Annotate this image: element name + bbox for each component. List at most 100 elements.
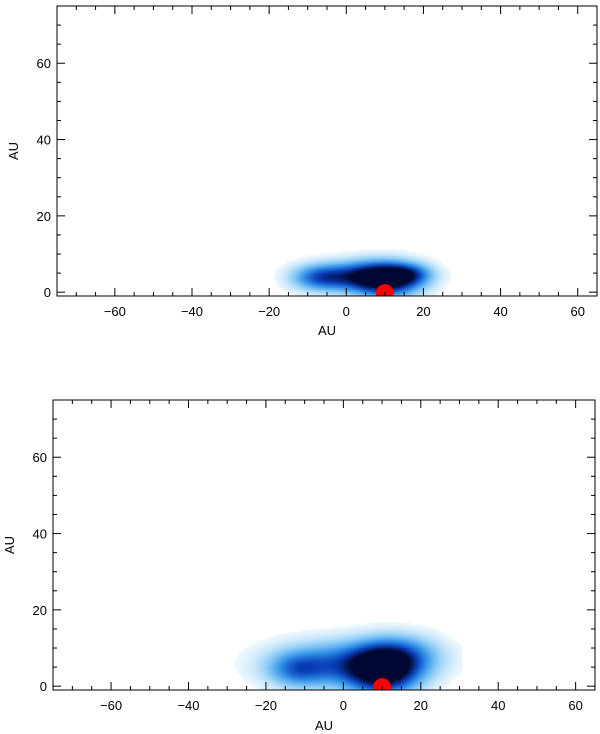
heatmap-cell: [302, 655, 306, 658]
heatmap-cell: [375, 282, 378, 285]
heatmap-cell: [314, 666, 317, 670]
heatmap-cell: [333, 662, 337, 666]
heatmap-cell: [425, 264, 428, 268]
heatmap-cell: [420, 641, 424, 645]
heatmap-cell: [308, 666, 312, 670]
heatmap-cell: [349, 674, 352, 677]
heatmap-cell: [269, 651, 273, 654]
heatmap-cell: [347, 645, 350, 649]
heatmap-cell: [318, 639, 321, 643]
heatmap-cell: [355, 274, 359, 277]
heatmap-cell: [258, 647, 261, 650]
heatmap-cell: [375, 270, 378, 274]
heatmap-cell: [334, 293, 338, 296]
heatmap-cell: [375, 257, 378, 260]
heatmap-cell: [347, 683, 350, 687]
heatmap-cell: [260, 670, 263, 673]
heatmap-cell: [394, 266, 398, 270]
heatmap-cell: [254, 649, 257, 652]
heatmap-cell: [406, 287, 409, 291]
heatmap-cell: [362, 685, 366, 689]
heatmap-cell: [302, 639, 306, 643]
heatmap-cell: [399, 685, 403, 689]
heatmap-cell: [382, 257, 386, 260]
heatmap-cell: [387, 662, 391, 666]
heatmap-cell: [244, 649, 248, 652]
heatmap-cell: [398, 262, 401, 266]
heatmap-cell: [236, 664, 240, 668]
heatmap-cell: [357, 249, 361, 253]
heatmap-cell: [429, 280, 432, 283]
heatmap-cell: [271, 662, 275, 666]
heatmap-cell: [372, 626, 375, 629]
heatmap-cell: [327, 685, 331, 689]
heatmap-cell: [394, 259, 398, 262]
heatmap-cell: [427, 266, 430, 270]
heatmap-cell: [311, 291, 315, 295]
heatmap-cell: [411, 280, 415, 283]
heatmap-cell: [329, 658, 333, 662]
heatmap-cell: [414, 649, 418, 652]
heatmap-cell: [442, 280, 446, 283]
heatmap-cell: [285, 683, 288, 687]
heatmap-cell: [397, 664, 401, 668]
heatmap-cell: [341, 687, 344, 690]
heatmap-cell: [344, 293, 347, 296]
heatmap-cell: [291, 674, 294, 677]
heatmap-cell: [406, 253, 409, 256]
heatmap-cell: [324, 647, 327, 650]
heatmap-cell: [390, 272, 394, 276]
heatmap-cell: [363, 249, 367, 253]
heatmap-cell: [275, 674, 279, 677]
heatmap-cell: [275, 655, 279, 658]
heatmap-cell: [305, 280, 309, 283]
heatmap-cell: [364, 651, 368, 654]
heatmap-cell: [316, 656, 319, 660]
heatmap-cell: [296, 681, 300, 685]
heatmap-cell: [406, 257, 409, 260]
heatmap-cell: [405, 679, 408, 683]
heatmap-cell: [341, 653, 344, 656]
heatmap-cell: [311, 283, 315, 287]
heatmap-cell: [338, 257, 342, 260]
heatmap-cell: [395, 622, 399, 626]
heatmap-cell: [431, 285, 434, 289]
heatmap-cell: [369, 285, 372, 289]
heatmap-cell: [321, 259, 324, 262]
heatmap-cell: [379, 272, 382, 276]
heatmap-cell: [353, 660, 356, 664]
heatmap-cell: [377, 257, 380, 260]
heatmap-cell: [293, 649, 296, 652]
heatmap-cell: [277, 658, 281, 662]
heatmap-cell: [401, 664, 404, 668]
heatmap-cell: [260, 641, 263, 645]
heatmap-cell: [349, 641, 352, 645]
heatmap-cell: [298, 681, 302, 685]
heatmap-cell: [360, 668, 364, 671]
heatmap-cell: [288, 283, 291, 287]
heatmap-cell: [387, 632, 391, 635]
heatmap-cell: [353, 683, 356, 687]
heatmap-cell: [333, 630, 337, 633]
heatmap-cell: [271, 637, 275, 641]
heatmap-cell: [380, 655, 383, 658]
heatmap-cell: [421, 261, 425, 264]
heatmap-cell: [305, 287, 309, 291]
heatmap-cell: [433, 259, 436, 262]
heatmap-cell: [298, 641, 302, 645]
heatmap-cell: [267, 658, 271, 662]
heatmap-cell: [361, 251, 365, 255]
heatmap-cell: [442, 272, 446, 276]
heatmap-cell: [378, 660, 381, 664]
heatmap-cell: [424, 643, 428, 647]
heatmap-cell: [304, 651, 308, 654]
heatmap-cell: [376, 677, 379, 681]
heatmap-cell: [265, 687, 269, 690]
heatmap-cell: [285, 649, 288, 652]
heatmap-cell: [396, 283, 399, 287]
heatmap-cell: [379, 280, 382, 283]
heatmap-cell: [424, 628, 428, 631]
heatmap-cell: [312, 664, 315, 668]
heatmap-cell: [367, 259, 371, 262]
